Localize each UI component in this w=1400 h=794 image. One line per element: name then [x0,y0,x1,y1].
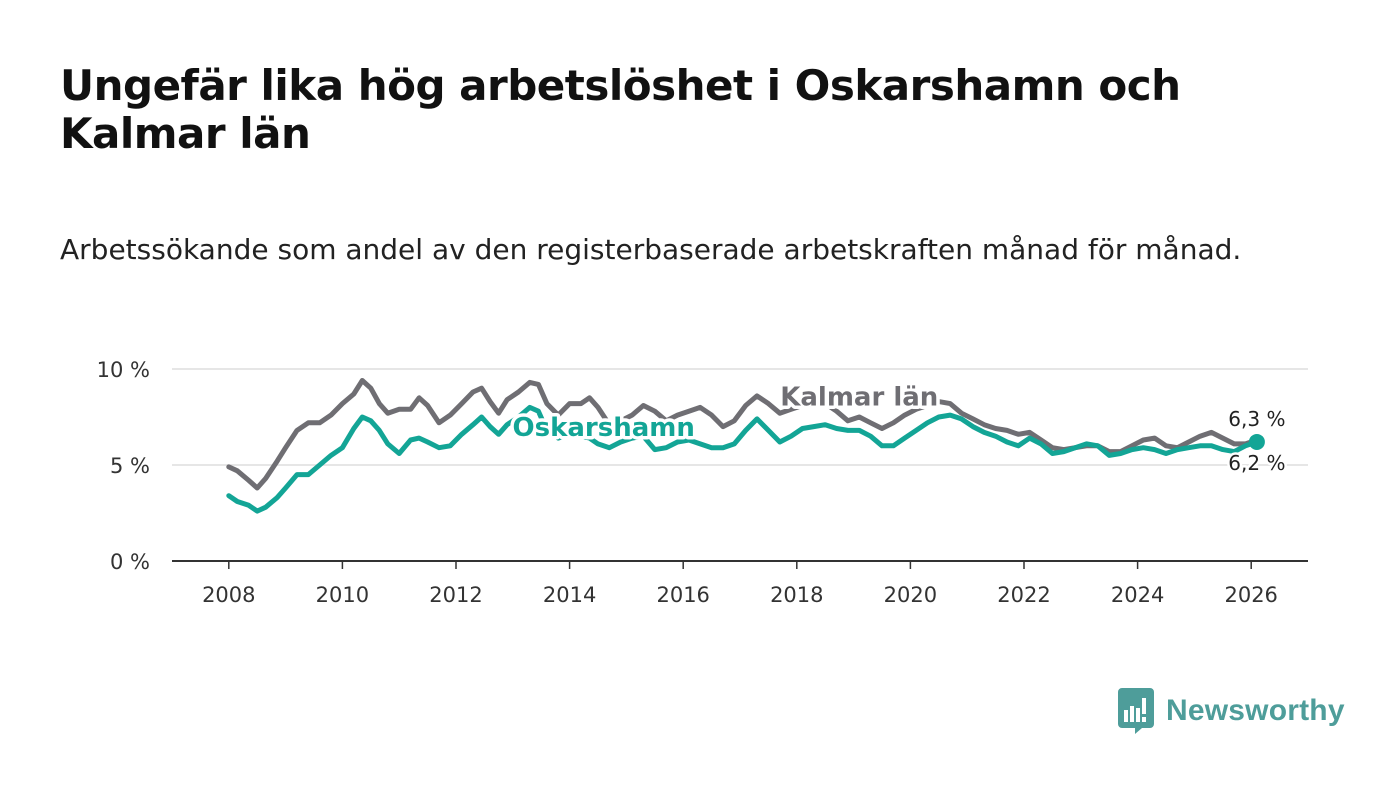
y-axis-ticks: 0 % 5 % 10 % [97,358,150,574]
x-tick-label: 2018 [770,583,823,607]
y-tick-label: 10 % [97,358,150,382]
x-tick-label: 2016 [656,583,709,607]
series-annotations: Kalmar län Oskarshamn [509,379,942,447]
y-tick-label: 0 % [110,550,150,574]
series-endpoints: 6,3 % 6,2 % [1226,405,1288,478]
grid-lines [172,368,1308,562]
endpoint-dot-oskarshamn [1248,433,1265,450]
x-tick-label: 2020 [884,583,937,607]
x-tick-label: 2026 [1224,583,1277,607]
newsworthy-logo-text: Newsworthy [1166,694,1345,727]
series-label-oskarshamn: Oskarshamn [512,413,694,443]
newsworthy-logo: Newsworthy [1118,688,1345,734]
x-tick-label: 2024 [1111,583,1164,607]
series-label-kalmar-lan: Kalmar län [780,382,938,412]
x-axis-ticks: 2008 2010 2012 2014 2016 2018 2020 2022 2024 2026 [202,561,1278,607]
x-tick-label: 2014 [543,583,596,607]
x-tick-label: 2012 [429,583,482,607]
x-tick-label: 2022 [997,583,1050,607]
chart-subtitle: Arbetssökande som andel av den registerb… [60,233,1242,266]
x-tick-label: 2008 [202,583,255,607]
chart-title: Ungefär lika hög arbetslöshet i Oskarsha… [60,61,1181,158]
end-value-label-kalmar-lan: 6,3 % [1228,407,1285,431]
series-lines [226,378,1260,514]
y-tick-label: 5 % [110,454,150,478]
series-line-oskarshamn [226,404,1260,514]
x-tick-label: 2010 [316,583,369,607]
end-value-label-oskarshamn: 6,2 % [1228,451,1285,475]
newsworthy-logo-icon [1118,688,1154,734]
